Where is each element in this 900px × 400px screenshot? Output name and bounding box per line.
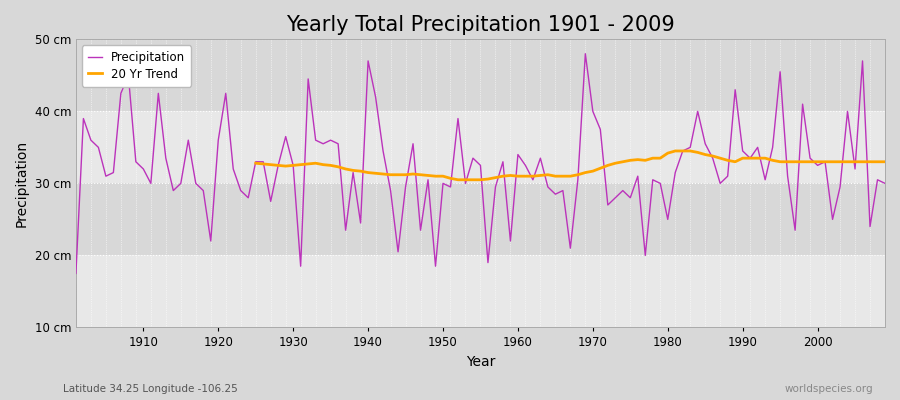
- Precipitation: [70, 271, 81, 276]
- 20 Yr Trend: [475, 177, 486, 182]
- Bar: [76, 255, 885, 328]
- 20 Yr Trend: [356, 169, 366, 174]
- Bar: [76, 39, 885, 111]
- 20 Yr Trend: [857, 159, 868, 164]
- 20 Yr Trend: [453, 177, 464, 182]
- Precipitation: [512, 152, 523, 157]
- Y-axis label: Precipitation: Precipitation: [15, 140, 29, 227]
- Precipitation: [580, 51, 590, 56]
- 20 Yr Trend: [670, 148, 680, 153]
- Precipitation: [130, 159, 141, 164]
- 20 Yr Trend: [437, 174, 448, 178]
- Precipitation: [505, 238, 516, 243]
- Title: Yearly Total Precipitation 1901 - 2009: Yearly Total Precipitation 1901 - 2009: [286, 15, 675, 35]
- Text: worldspecies.org: worldspecies.org: [785, 384, 873, 394]
- Legend: Precipitation, 20 Yr Trend: Precipitation, 20 Yr Trend: [82, 45, 192, 86]
- 20 Yr Trend: [446, 176, 456, 181]
- Text: Latitude 34.25 Longitude -106.25: Latitude 34.25 Longitude -106.25: [63, 384, 238, 394]
- Precipitation: [340, 228, 351, 232]
- 20 Yr Trend: [879, 159, 890, 164]
- Precipitation: [879, 181, 890, 186]
- Line: Precipitation: Precipitation: [76, 54, 885, 274]
- Precipitation: [295, 264, 306, 268]
- X-axis label: Year: Year: [466, 355, 495, 369]
- Bar: [76, 111, 885, 183]
- 20 Yr Trend: [572, 172, 583, 177]
- 20 Yr Trend: [250, 161, 261, 166]
- Precipitation: [610, 195, 621, 200]
- Bar: [76, 183, 885, 255]
- Line: 20 Yr Trend: 20 Yr Trend: [256, 151, 885, 180]
